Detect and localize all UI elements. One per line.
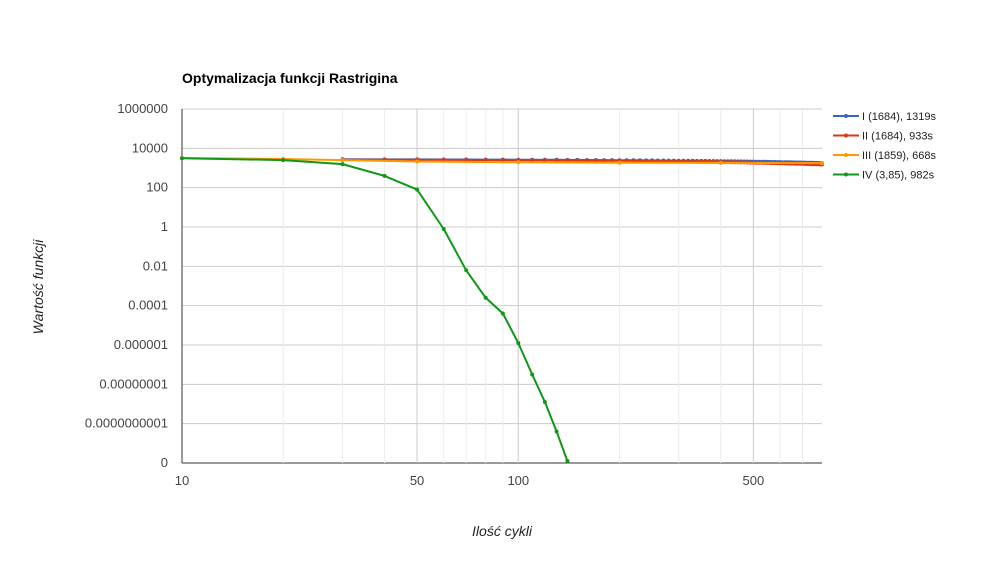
y-tick-label: 0.00000001 [99, 376, 168, 391]
data-point [542, 400, 547, 404]
data-point [464, 268, 469, 273]
legend-marker [844, 153, 848, 157]
data-point [554, 429, 559, 434]
data-point [516, 341, 521, 345]
legend-label: IV (3,85), 982s [862, 170, 935, 182]
series-line [181, 157, 823, 165]
x-axis-title: Ilość cykli [472, 523, 533, 539]
y-tick-label: 0.01 [143, 258, 168, 273]
x-tick-label: 10 [175, 473, 189, 488]
y-tick-label: 0.000001 [114, 337, 168, 352]
legend-label: I (1684), 1319s [862, 111, 936, 123]
data-point [565, 158, 570, 163]
legend: I (1684), 1319s II (1684), 933s III (1859)… [833, 111, 936, 182]
legend-item: I (1684), 1319s [833, 111, 936, 123]
data-point [281, 158, 286, 163]
tick-labels: 10000001000010010.010.00010.0000010.0000… [85, 101, 764, 488]
y-tick-label: 10000 [132, 140, 168, 155]
y-tick-label: 1000000 [117, 101, 168, 116]
y-tick-label: 0.0001 [128, 298, 168, 313]
y-tick-label: 0 [161, 455, 168, 470]
legend-item: II (1684), 933s [833, 131, 933, 143]
data-point [441, 227, 446, 231]
y-tick-label: 100 [146, 180, 168, 195]
chart-title: Optymalizacja funkcji Rastrigina [182, 70, 398, 86]
legend-item: IV (3,85), 982s [833, 170, 935, 182]
data-point [565, 459, 570, 463]
y-axis-title: Wartość funkcji [30, 239, 46, 335]
data-point [483, 295, 488, 300]
data-point [340, 162, 345, 167]
x-tick-label: 100 [507, 473, 529, 488]
data-point [415, 187, 420, 192]
legend-item: III (1859), 668s [833, 150, 936, 162]
series-4 [180, 156, 570, 463]
legend-marker [844, 114, 848, 118]
data-point [500, 311, 505, 316]
series-line [181, 157, 569, 462]
data-point [516, 160, 521, 165]
data-point [530, 372, 535, 377]
data-point [530, 158, 535, 163]
data-point [593, 158, 598, 163]
data-point [718, 160, 723, 165]
legend-label: II (1684), 933s [862, 131, 933, 143]
legend-marker [844, 172, 848, 177]
data-point [575, 158, 580, 163]
x-tick-label: 50 [410, 473, 424, 488]
data-point [617, 160, 622, 165]
data-point [340, 158, 345, 163]
data-point [554, 158, 559, 163]
x-tick-label: 500 [743, 473, 765, 488]
y-tick-label: 0.0000000001 [85, 416, 168, 431]
legend-label: III (1859), 668s [862, 150, 936, 162]
series-layer [180, 156, 824, 463]
data-point [500, 158, 505, 163]
y-tick-label: 1 [161, 219, 168, 234]
gridlines [181, 108, 822, 464]
data-point [584, 158, 589, 163]
data-point [382, 173, 387, 178]
legend-marker [844, 133, 848, 138]
data-point [415, 159, 420, 164]
data-point [820, 161, 824, 166]
data-point [542, 158, 547, 163]
data-point [180, 156, 184, 161]
data-point [483, 158, 488, 162]
